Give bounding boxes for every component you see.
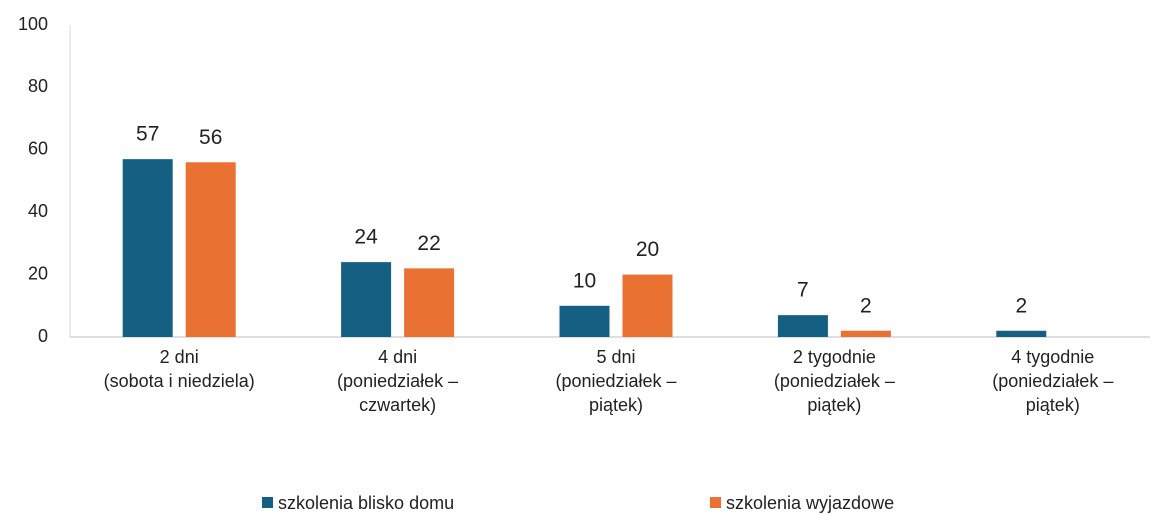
y-tick-label: 0 [38, 326, 48, 346]
y-tick-label: 80 [28, 76, 48, 96]
y-tick-label: 40 [28, 201, 48, 221]
bar [341, 262, 392, 337]
data-label: 10 [573, 269, 596, 292]
bar [840, 330, 891, 337]
data-label: 2 [1015, 294, 1027, 317]
data-label: 20 [636, 238, 659, 261]
y-tick-label: 20 [28, 263, 48, 283]
bar [185, 162, 236, 337]
x-tick-line: (poniedziałek – [774, 371, 895, 391]
bar [122, 159, 173, 337]
x-tick-line: (poniedziałek – [992, 371, 1113, 391]
x-tick-line: piątek) [589, 395, 643, 415]
bar [559, 305, 610, 337]
x-tick-label: 4 dni (poniedziałek – czwartek) [337, 347, 458, 415]
x-tick-label: 2 tygodnie (poniedziałek – piątek) [774, 347, 895, 415]
x-tick-line: czwartek) [359, 395, 436, 415]
data-label: 7 [797, 279, 809, 302]
bar [777, 315, 828, 337]
legend-label: szkolenia blisko domu [278, 493, 454, 513]
bar [622, 274, 673, 337]
legend-label: szkolenia wyjazdowe [726, 493, 894, 513]
bar [996, 330, 1047, 337]
data-label: 22 [417, 232, 440, 255]
y-tick-label: 100 [18, 14, 48, 34]
x-tick-line: (sobota i niedziela) [104, 371, 255, 391]
x-tick-line: 4 tygodnie [1011, 347, 1094, 367]
x-tick-line: 4 dni [378, 347, 417, 367]
x-tick-line: 2 tygodnie [793, 347, 876, 367]
y-tick-label: 60 [28, 139, 48, 159]
x-tick-label: 2 dni (sobota i niedziela) [104, 347, 255, 391]
x-tick-line: 2 dni [160, 347, 199, 367]
x-tick-line: 5 dni [596, 347, 635, 367]
x-tick-line: piątek) [807, 395, 861, 415]
data-label: 24 [354, 226, 378, 249]
x-tick-line: (poniedziałek – [337, 371, 458, 391]
x-tick-line: (poniedziałek – [555, 371, 676, 391]
data-label: 57 [136, 123, 159, 146]
x-tick-line: piątek) [1026, 395, 1080, 415]
data-label: 56 [199, 126, 222, 149]
x-tick-label: 5 dni (poniedziałek – piątek) [555, 347, 676, 415]
x-tick-label: 4 tygodnie (poniedziałek – piątek) [992, 347, 1113, 415]
data-label: 2 [860, 294, 872, 317]
bar [404, 268, 455, 337]
legend-swatch [710, 497, 721, 508]
legend-swatch [262, 497, 273, 508]
